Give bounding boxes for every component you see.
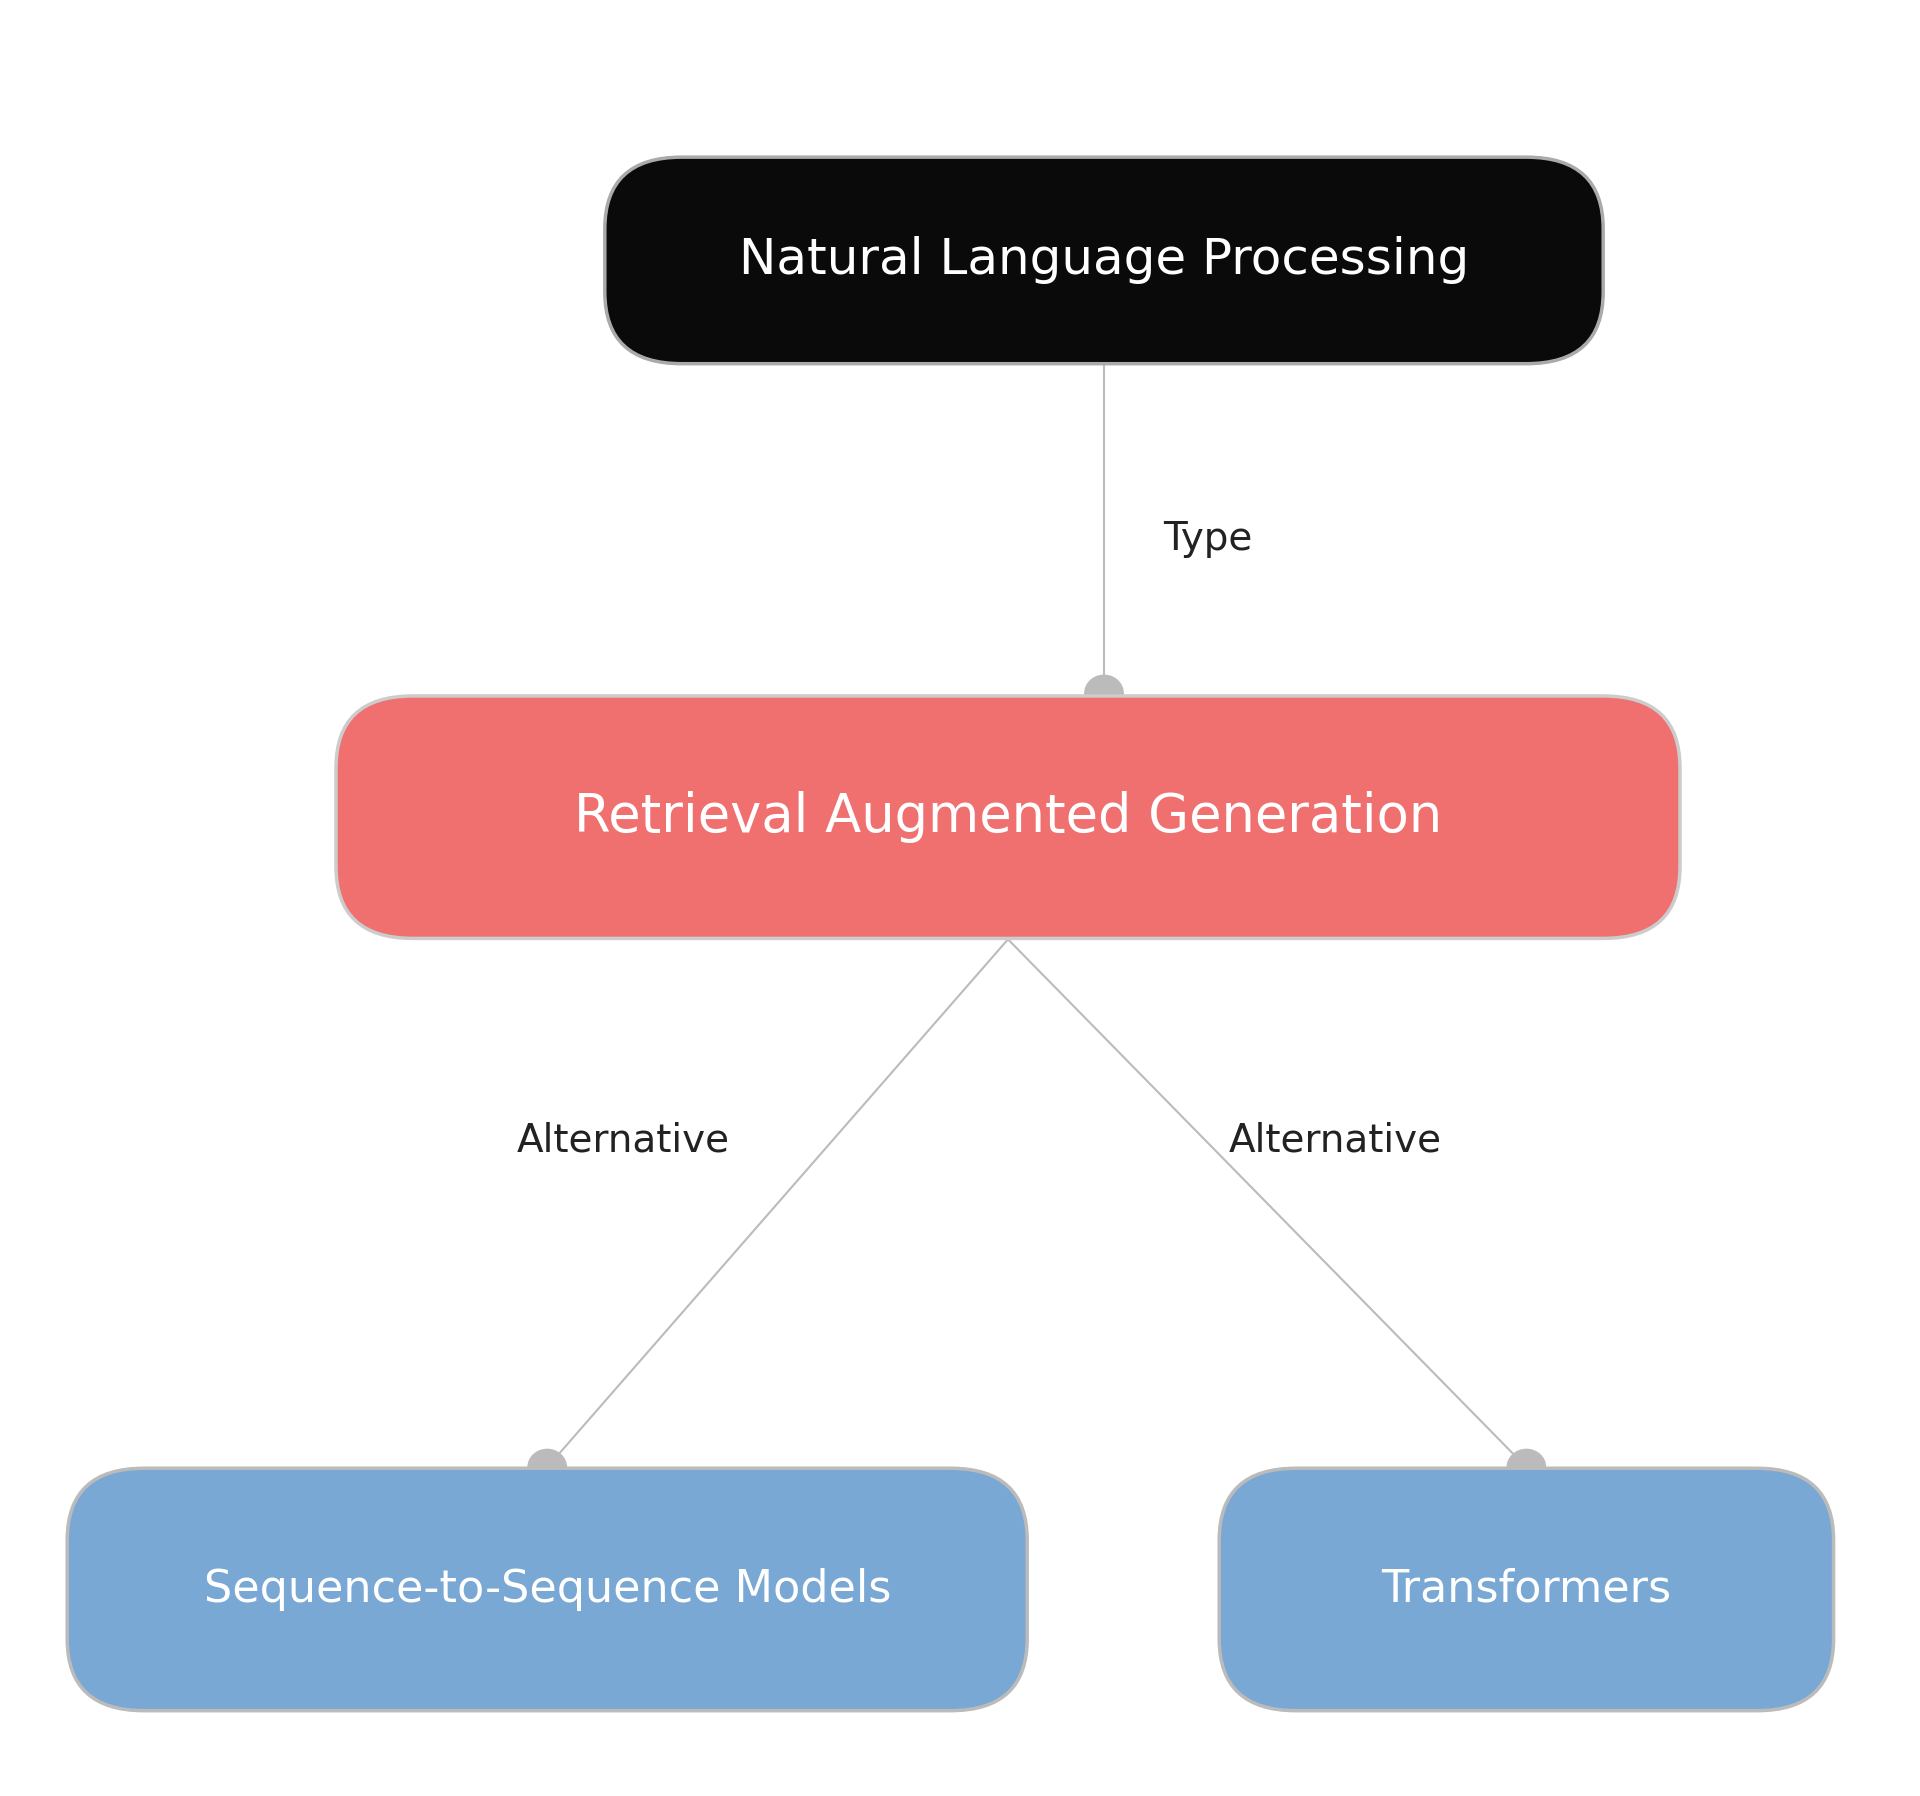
Text: Retrieval Augmented Generation: Retrieval Augmented Generation — [574, 792, 1442, 842]
FancyBboxPatch shape — [605, 158, 1603, 363]
Text: Transformers: Transformers — [1380, 1568, 1672, 1611]
Text: Natural Language Processing: Natural Language Processing — [739, 237, 1469, 284]
FancyBboxPatch shape — [336, 695, 1680, 938]
FancyBboxPatch shape — [67, 1469, 1027, 1710]
Text: Alternative: Alternative — [1229, 1121, 1442, 1160]
Text: Type: Type — [1164, 519, 1254, 559]
Text: Alternative: Alternative — [516, 1121, 730, 1160]
Circle shape — [1507, 1449, 1546, 1485]
Text: Sequence-to-Sequence Models: Sequence-to-Sequence Models — [204, 1568, 891, 1611]
Circle shape — [1085, 675, 1123, 711]
Circle shape — [528, 1449, 566, 1485]
FancyBboxPatch shape — [1219, 1469, 1834, 1710]
